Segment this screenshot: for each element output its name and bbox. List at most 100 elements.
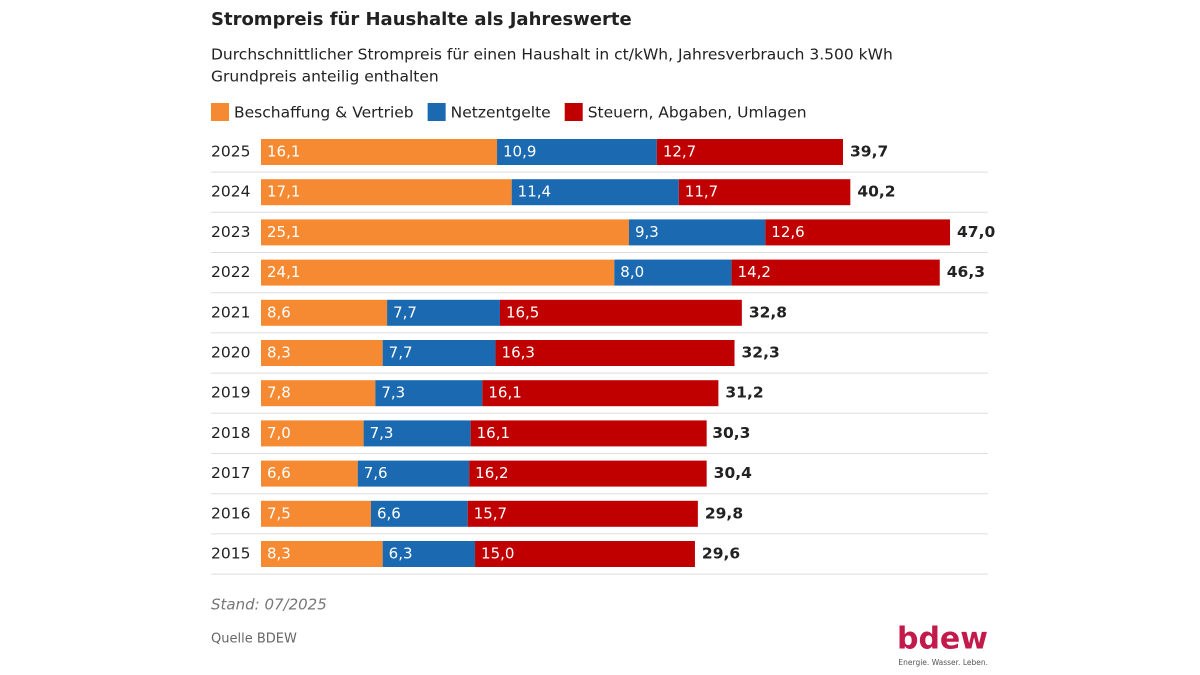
y-tick-label: 2025	[211, 143, 250, 161]
y-tick-label: 2024	[211, 183, 250, 201]
bar-segment	[467, 500, 698, 527]
data-label: 16,1	[488, 384, 521, 402]
bar-segment	[357, 460, 470, 487]
data-label: 16,5	[506, 303, 539, 321]
y-tick-label: 2018	[211, 424, 250, 442]
data-label: 15,0	[481, 545, 514, 563]
data-label: 6,3	[389, 545, 413, 563]
data-label: 15,7	[474, 504, 507, 522]
legend-swatch	[564, 103, 583, 121]
source: Quelle BDEW	[211, 632, 297, 647]
bar-segment	[614, 259, 732, 286]
bar-segment	[628, 219, 766, 246]
total-label: 39,7	[850, 143, 888, 161]
y-tick-label: 2020	[211, 344, 250, 362]
data-label: 7,7	[389, 344, 413, 362]
legend-swatch	[427, 103, 446, 121]
data-label: 16,1	[267, 143, 300, 161]
bar-segment	[497, 139, 657, 165]
bar-segment	[375, 380, 483, 407]
data-label: 16,3	[502, 344, 535, 362]
y-tick-label: 2023	[211, 223, 250, 241]
data-label: 7,5	[267, 504, 291, 522]
data-label: 12,6	[771, 223, 804, 241]
bar-segment	[511, 179, 679, 206]
bar-segment	[363, 420, 471, 447]
bar-segment	[678, 179, 851, 206]
bar-segment	[475, 541, 695, 567]
data-label: 7,6	[364, 464, 388, 482]
bar-segment	[261, 541, 383, 567]
bar-segment	[261, 380, 376, 407]
y-tick-label: 2021	[211, 303, 250, 321]
bar-segment	[261, 179, 512, 206]
logo-tagline: Energie. Wasser. Leben.	[898, 658, 988, 667]
bar-segment	[469, 460, 707, 487]
total-label: 32,8	[749, 303, 787, 321]
bar-segment	[482, 380, 719, 407]
y-tick-label: 2022	[211, 263, 250, 281]
legend-swatch	[211, 103, 229, 121]
data-label: 6,6	[377, 504, 401, 522]
data-label: 7,3	[381, 384, 405, 402]
data-label: 6,6	[267, 464, 291, 482]
data-label: 7,7	[393, 303, 417, 321]
legend-label: Steuern, Abgaben, Umlagen	[588, 104, 807, 122]
data-label: 8,6	[267, 303, 291, 321]
bar-segment	[261, 500, 371, 527]
bar-segment	[261, 420, 364, 447]
chart-title: Strompreis für Haushalte als Jahreswerte	[211, 9, 632, 30]
total-label: 30,4	[714, 464, 752, 482]
data-label: 8,0	[620, 263, 644, 281]
total-label: 29,8	[705, 504, 743, 522]
data-label: 8,3	[267, 344, 291, 362]
data-label: 16,2	[475, 464, 508, 482]
total-label: 40,2	[857, 183, 895, 201]
data-label: 10,9	[503, 143, 536, 161]
y-tick-label: 2019	[211, 384, 250, 402]
data-label: 17,1	[267, 183, 300, 201]
data-label: 7,8	[267, 384, 291, 402]
bar-segment	[495, 340, 735, 366]
bar-segment	[382, 340, 496, 366]
bar-segment	[261, 460, 358, 487]
data-label: 11,7	[685, 183, 718, 201]
bar-segment	[382, 541, 476, 567]
chart-subtitle: Grundpreis anteilig enthalten	[211, 68, 439, 86]
chart-subtitle: Durchschnittlicher Strompreis für einen …	[211, 46, 893, 64]
bar-segment	[470, 420, 707, 447]
bar-segment	[656, 139, 844, 165]
total-label: 32,3	[742, 344, 780, 362]
y-tick-label: 2016	[211, 504, 250, 522]
bar-segment	[765, 219, 951, 246]
total-label: 46,3	[947, 263, 985, 281]
logo: bdew	[897, 622, 988, 657]
bar-segment	[370, 500, 468, 527]
data-label: 24,1	[267, 263, 300, 281]
bar-segment	[261, 299, 388, 326]
bar-segment	[499, 299, 742, 326]
total-label: 31,2	[725, 384, 763, 402]
legend-label: Beschaffung & Vertrieb	[234, 104, 414, 122]
bar-segment	[261, 259, 615, 286]
data-label: 14,2	[738, 263, 771, 281]
data-label: 9,3	[635, 223, 659, 241]
bar-segment	[731, 259, 940, 286]
bar-segment	[261, 219, 629, 246]
total-label: 30,3	[712, 424, 750, 442]
total-label: 29,6	[702, 545, 740, 563]
data-label: 7,0	[267, 424, 291, 442]
data-label: 25,1	[267, 223, 300, 241]
data-label: 8,3	[267, 545, 291, 563]
data-label: 7,3	[370, 424, 394, 442]
y-tick-label: 2017	[211, 464, 250, 482]
bar-segment	[261, 340, 383, 366]
bar-segment	[387, 299, 500, 326]
legend-label: Netzentgelte	[451, 104, 551, 122]
y-tick-label: 2015	[211, 545, 250, 563]
data-label: 11,4	[518, 183, 551, 201]
note: Stand: 07/2025	[211, 596, 327, 614]
total-label: 47,0	[957, 223, 995, 241]
data-label: 16,1	[477, 424, 510, 442]
